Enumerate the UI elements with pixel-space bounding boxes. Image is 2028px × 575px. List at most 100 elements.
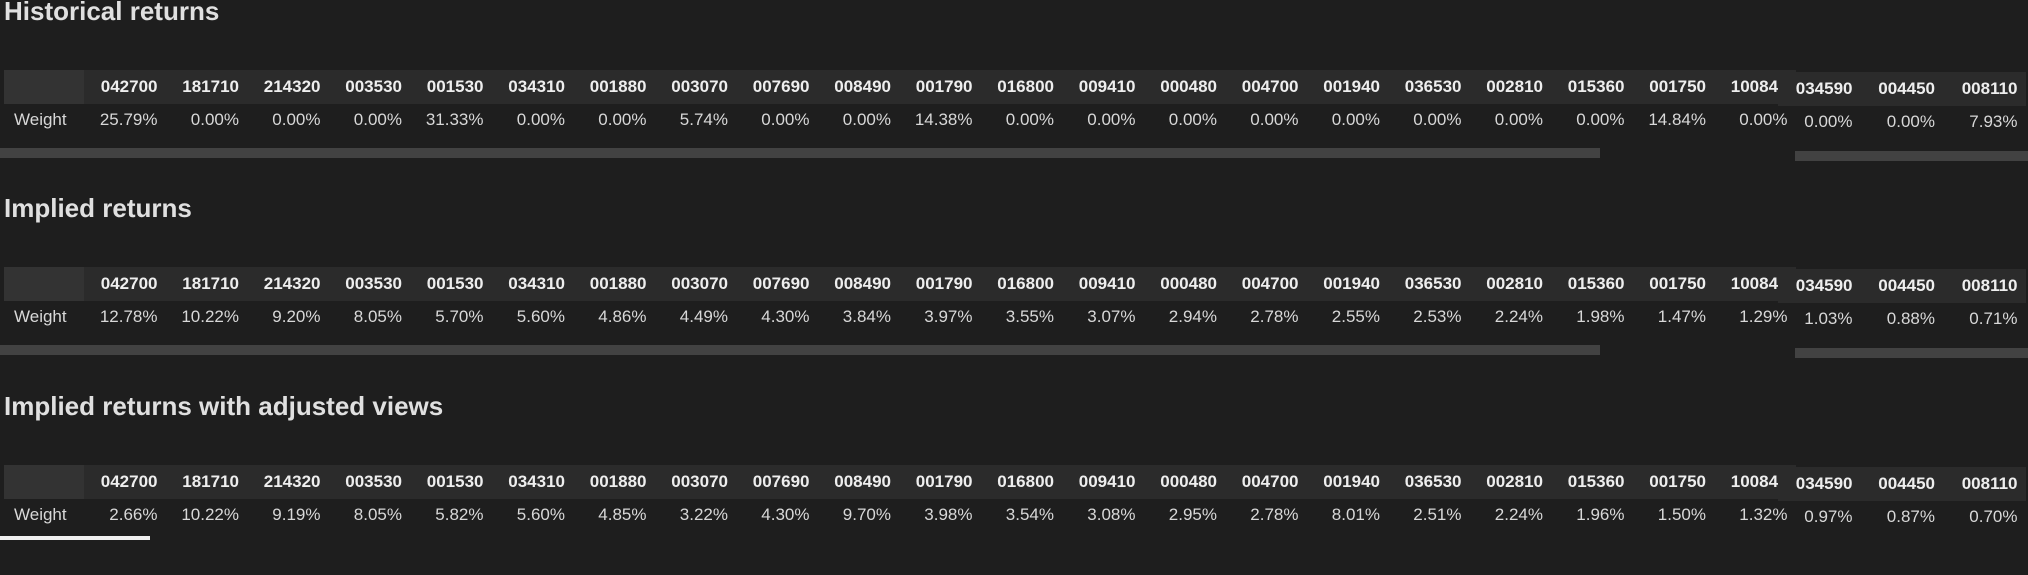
weight-cell: 0.00%: [598, 110, 647, 129]
weights-table-overflow: 034590 004450 008110 1.03% 0.88% 0.71%: [1778, 269, 2026, 335]
column-header: 004450: [1860, 467, 1943, 501]
column-header: 008110: [1943, 72, 2026, 106]
weight-cell: 5.60%: [516, 505, 565, 524]
weight-cell: 0.00%: [353, 110, 402, 129]
column-header: 036530: [1388, 267, 1470, 301]
weight-cell: 3.22%: [679, 505, 728, 524]
weights-table: 042700 181710 214320 003530 001530 034310 0018…: [4, 267, 1796, 333]
weight-cell: 0.70%: [1969, 507, 2018, 526]
row-label: Weight: [14, 505, 67, 524]
weight-cell: 0.88%: [1886, 309, 1935, 328]
weight-cell: 0.71%: [1969, 309, 2018, 328]
weight-cell: 8.05%: [353, 505, 402, 524]
weight-cell: 4.86%: [598, 307, 647, 326]
column-header: 003070: [654, 267, 736, 301]
column-header: 001880: [573, 70, 655, 104]
weight-cell: 5.74%: [679, 110, 728, 129]
column-header: 214320: [247, 267, 329, 301]
table-header-row: 034590 004450 008110: [1778, 269, 2026, 303]
column-header: 015360: [1551, 267, 1633, 301]
column-header: 000480: [1143, 70, 1225, 104]
column-header: 001790: [899, 267, 981, 301]
column-header: 008490: [817, 465, 899, 499]
weight-cell: 0.00%: [1250, 110, 1299, 129]
weight-cell: 2.53%: [1413, 307, 1462, 326]
column-header: 008490: [817, 267, 899, 301]
weight-cell: 5.82%: [435, 505, 484, 524]
column-header: 034590: [1778, 72, 1861, 106]
weight-cell: 2.24%: [1494, 505, 1543, 524]
dataframe-section: Implied returns 042700 181710 214320 003530 0…: [0, 193, 2028, 377]
column-header: 001940: [1306, 70, 1388, 104]
column-header: 002810: [1469, 70, 1551, 104]
table-row: 0.00% 0.00% 7.93%: [1778, 106, 2026, 138]
weight-cell: 9.20%: [272, 307, 321, 326]
column-header: 036530: [1388, 70, 1470, 104]
dataframe-section: Implied returns with adjusted views 04270…: [0, 391, 2028, 575]
weight-cell: 0.00%: [272, 110, 321, 129]
section-title: Implied returns with adjusted views: [4, 391, 444, 421]
column-header: 001530: [410, 465, 492, 499]
column-header: 003070: [654, 465, 736, 499]
column-header: 001880: [573, 267, 655, 301]
weights-table-overflow: 034590 004450 008110 0.97% 0.87% 0.70%: [1778, 467, 2026, 533]
horizontal-scrollbar[interactable]: [1795, 151, 2028, 161]
weight-cell: 25.79%: [99, 110, 158, 129]
column-header: 034590: [1778, 269, 1861, 303]
weight-cell: 2.78%: [1250, 307, 1299, 326]
weight-cell: 1.98%: [1576, 307, 1625, 326]
column-header: 000480: [1143, 267, 1225, 301]
weight-cell: 2.24%: [1494, 307, 1543, 326]
column-header: 008110: [1943, 467, 2026, 501]
weight-cell: 1.29%: [1739, 307, 1788, 326]
weights-table: 042700 181710 214320 003530 001530 034310 0018…: [4, 70, 1796, 136]
column-header: 009410: [1062, 465, 1144, 499]
column-header: 016800: [980, 465, 1062, 499]
index-header-cell: [4, 267, 84, 301]
weight-cell: 1.50%: [1657, 505, 1706, 524]
column-header: 004700: [1225, 267, 1307, 301]
weight-cell: 4.30%: [761, 307, 810, 326]
column-header: 034310: [491, 70, 573, 104]
column-header: 181710: [165, 70, 247, 104]
weight-cell: 1.32%: [1739, 505, 1788, 524]
column-header: 004700: [1225, 70, 1307, 104]
horizontal-scrollbar[interactable]: [0, 536, 150, 540]
column-header: 009410: [1062, 267, 1144, 301]
column-header: 042700: [84, 267, 166, 301]
table-row: 0.97% 0.87% 0.70%: [1778, 501, 2026, 533]
table-row: Weight 2.66% 10.22% 9.19% 8.05% 5.82% 5.60% 4.8…: [4, 499, 1796, 531]
column-header: 001790: [899, 70, 981, 104]
column-header: 003530: [328, 70, 410, 104]
weight-cell: 12.78%: [99, 307, 158, 326]
column-header: 016800: [980, 267, 1062, 301]
column-header: 214320: [247, 465, 329, 499]
weight-cell: 3.08%: [1087, 505, 1136, 524]
weight-cell: 9.19%: [272, 505, 321, 524]
weight-cell: 8.01%: [1331, 505, 1380, 524]
weight-cell: 0.00%: [1886, 112, 1935, 131]
weight-cell: 4.49%: [679, 307, 728, 326]
section-title: Historical returns: [4, 0, 220, 26]
weight-cell: 2.66%: [109, 505, 158, 524]
weight-cell: 0.00%: [1494, 110, 1543, 129]
horizontal-scrollbar[interactable]: [0, 345, 1600, 355]
column-header: 001940: [1306, 267, 1388, 301]
column-header: 001530: [410, 267, 492, 301]
weight-cell: 9.70%: [842, 505, 891, 524]
column-header: 015360: [1551, 465, 1633, 499]
row-label: Weight: [14, 307, 67, 326]
weight-cell: 2.94%: [1168, 307, 1217, 326]
weight-cell: 31.33%: [425, 110, 484, 129]
horizontal-scrollbar[interactable]: [1795, 348, 2028, 358]
column-header: 003530: [328, 465, 410, 499]
section-title: Implied returns: [4, 193, 192, 223]
horizontal-scrollbar[interactable]: [0, 148, 1600, 158]
column-header: 004700: [1225, 465, 1307, 499]
weight-cell: 1.03%: [1804, 309, 1853, 328]
weight-cell: 0.00%: [1331, 110, 1380, 129]
column-header: 015360: [1551, 70, 1633, 104]
column-header: 001940: [1306, 465, 1388, 499]
column-header: 042700: [84, 70, 166, 104]
weight-cell: 0.00%: [1087, 110, 1136, 129]
